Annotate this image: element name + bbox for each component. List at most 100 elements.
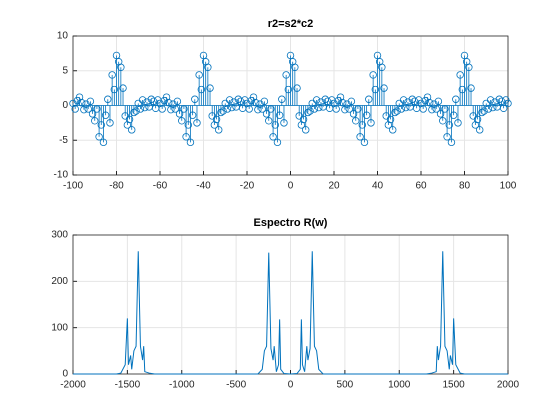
stem-marker: [132, 107, 140, 115]
stem-marker: [99, 138, 108, 147]
stem-marker: [443, 133, 451, 141]
stem-marker: [110, 85, 119, 94]
stem-marker: [441, 105, 449, 113]
stem-marker: [95, 133, 103, 141]
axes: r2=s2*c2 -10 -5 0 5 10 -100 -80 -60 -40 -20 0 20 40 60…: [54, 18, 517, 192]
stem-marker: [93, 105, 101, 113]
x-tick-label: -1500: [115, 380, 141, 391]
stem-marker: [84, 105, 92, 113]
stem-marker: [347, 97, 356, 106]
y-tick-label: -5: [59, 135, 68, 146]
chart-title: Espectro R(w): [254, 217, 328, 229]
stem-marker: [393, 107, 401, 115]
stem-marker: [467, 84, 475, 92]
stem-marker: [106, 119, 114, 127]
x-tick-label: 0: [288, 181, 294, 192]
stem-marker: [130, 108, 138, 117]
x-tick-label: -40: [196, 181, 211, 192]
stem-marker: [432, 105, 440, 113]
y-tick-label: 100: [51, 322, 68, 333]
stem-marker: [206, 84, 214, 92]
stem-marker: [173, 97, 182, 106]
x-tick-label: -80: [109, 181, 124, 192]
stem-marker: [291, 63, 299, 71]
stem-marker: [499, 104, 508, 112]
stem-marker: [430, 100, 438, 108]
stem-marker: [275, 111, 284, 119]
stem-marker: [171, 105, 179, 113]
stem-marker: [352, 117, 360, 125]
stem-marker: [356, 133, 364, 141]
x-tick-label: 1500: [443, 380, 466, 391]
stem-marker: [436, 110, 445, 118]
spectrum-line: [73, 251, 508, 375]
stem-marker: [456, 71, 464, 79]
stem-marker: [88, 110, 97, 118]
stem-marker: [269, 133, 277, 141]
stem-marker: [299, 115, 308, 124]
stem-marker: [197, 85, 206, 94]
plot-area: [69, 51, 512, 147]
stem-marker: [293, 84, 301, 92]
stem-marker: [195, 71, 203, 79]
x-tick-label: -1000: [169, 380, 195, 391]
y-tick-label: 5: [62, 65, 68, 76]
stem-marker: [362, 111, 371, 119]
stem-marker: [273, 138, 282, 147]
stem-marker: [332, 105, 340, 113]
stem-marker: [193, 119, 201, 127]
chart-title: r2=s2*c2: [268, 18, 314, 30]
stem-marker: [310, 105, 319, 113]
stem-marker: [108, 71, 116, 79]
stem-marker: [339, 99, 347, 107]
stem-marker: [169, 100, 177, 108]
stem-marker: [164, 99, 173, 107]
x-tick-label: 500: [337, 380, 354, 391]
stem-marker: [158, 105, 166, 113]
stem-marker: [138, 96, 147, 104]
y-tick-label: 0: [62, 100, 68, 111]
stem-marker: [191, 95, 199, 103]
stem-marker: [282, 71, 290, 79]
stem-marker: [236, 97, 245, 106]
stem-marker: [389, 126, 397, 134]
stem-marker: [497, 97, 506, 106]
stem-marker: [97, 121, 105, 129]
x-tick-label: -500: [226, 380, 246, 391]
stem-marker: [180, 105, 188, 113]
stem-marker: [91, 117, 99, 125]
stem-marker: [101, 111, 110, 119]
x-tick-label: 20: [328, 181, 340, 192]
stem-marker: [128, 126, 136, 134]
stem-marker: [367, 119, 375, 127]
stem-marker: [262, 110, 271, 118]
stem-marker: [212, 115, 221, 124]
stem-marker: [371, 85, 380, 94]
stem-marker: [82, 100, 90, 108]
stem-marker: [397, 105, 406, 113]
stem-marker: [223, 105, 232, 113]
stem-marker: [343, 100, 351, 108]
stem-marker: [245, 105, 253, 113]
y-tick-label: 200: [51, 276, 68, 287]
stem-marker: [104, 95, 112, 103]
stem-marker: [119, 84, 127, 92]
stem-marker: [188, 111, 197, 119]
stem-marker: [447, 138, 456, 147]
stem-marker: [117, 63, 125, 71]
y-tick-label: -10: [54, 170, 69, 181]
stem-marker: [302, 126, 310, 134]
stem-marker: [454, 119, 462, 127]
stem-marker: [219, 107, 227, 115]
x-tick-label: -60: [153, 181, 168, 192]
x-tick-label: 40: [372, 181, 384, 192]
x-tick-label: 1000: [388, 380, 411, 391]
stem-marker: [251, 99, 260, 107]
y-tick-label: 300: [51, 230, 68, 241]
stem-marker: [452, 95, 460, 103]
stem-marker: [345, 105, 353, 113]
y-tick-label: 0: [62, 369, 68, 380]
stem-marker: [265, 117, 273, 125]
stem-marker: [378, 63, 386, 71]
